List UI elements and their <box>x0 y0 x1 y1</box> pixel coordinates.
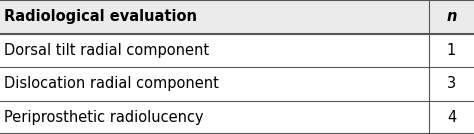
Text: 1: 1 <box>447 43 456 58</box>
Bar <box>0 34 474 67</box>
Text: n: n <box>447 9 456 24</box>
Text: 4: 4 <box>447 110 456 125</box>
Bar <box>0 100 474 134</box>
Text: Dorsal tilt radial component: Dorsal tilt radial component <box>4 43 209 58</box>
Bar <box>0 67 474 100</box>
Text: Dislocation radial component: Dislocation radial component <box>4 76 219 91</box>
Bar <box>0 0 474 34</box>
Text: Periprosthetic radiolucency: Periprosthetic radiolucency <box>4 110 203 125</box>
Text: Radiological evaluation: Radiological evaluation <box>4 9 197 24</box>
Text: 3: 3 <box>447 76 456 91</box>
